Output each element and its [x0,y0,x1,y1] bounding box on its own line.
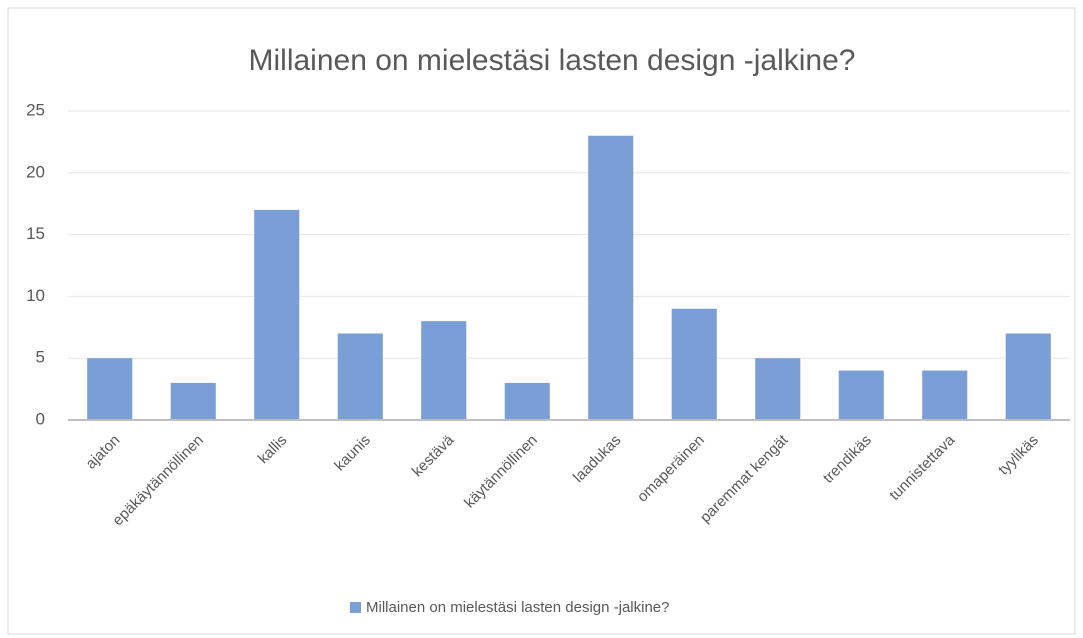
bar [671,308,717,420]
y-tick-label: 5 [36,348,45,367]
bar [87,358,133,420]
bar [504,382,550,420]
bar [421,321,467,420]
y-tick-label: 10 [26,286,45,305]
y-tick-label: 15 [26,224,45,243]
y-tick-label: 0 [36,409,45,428]
legend-label: Millainen on mielestäsi lasten design -j… [366,599,670,616]
bar [254,209,300,420]
legend-swatch [350,602,361,613]
bar [588,135,634,420]
chart-frame [7,7,1076,635]
y-tick-label: 25 [26,100,45,119]
bar [170,382,216,420]
bar [1005,333,1051,420]
bar [337,333,383,420]
bar [922,370,968,420]
bar [755,358,801,420]
y-tick-label: 20 [26,162,45,181]
chart-title: Millainen on mielestäsi lasten design -j… [249,44,856,77]
bar [838,370,884,420]
